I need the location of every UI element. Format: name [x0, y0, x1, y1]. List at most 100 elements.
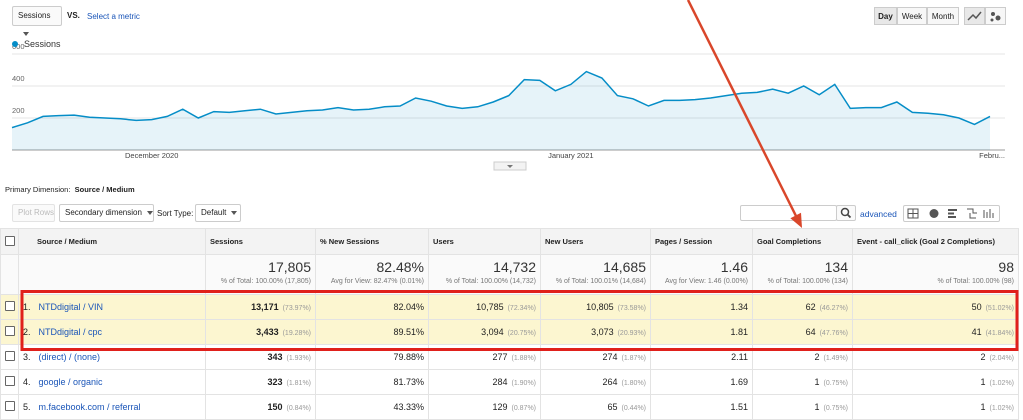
- totals-cell: [0, 254, 19, 295]
- metric-cell: 10,805 (73.58%): [540, 294, 651, 320]
- metric-value: 79.88%: [393, 352, 424, 362]
- dimension-value: Source / Medium: [74, 185, 135, 194]
- header-cell: New Users: [540, 228, 651, 255]
- search-button[interactable]: [836, 205, 856, 221]
- legend-label: Sessions: [24, 39, 61, 49]
- column-header[interactable]: Sessions: [210, 237, 243, 246]
- metric-percent: (73.58%): [617, 305, 646, 312]
- data-row: 2. NTDdigital / cpc 3,433 (19.28%) 89.51% 3,0…: [0, 319, 1019, 345]
- totals-cell: 82.48% Avg for View: 82.47% (0.01%): [315, 254, 429, 295]
- advanced-link[interactable]: advanced: [860, 209, 897, 219]
- x-tick-label: Febru...: [979, 151, 1005, 160]
- metric-cell: 3,073 (20.93%): [540, 319, 651, 345]
- checkbox[interactable]: [5, 235, 15, 246]
- source-cell: 3. (direct) / (none): [18, 344, 206, 370]
- row-index: 4.: [23, 377, 31, 387]
- metric-cell: 41 (41.84%): [852, 319, 1019, 345]
- header-cell: Sessions: [205, 228, 316, 255]
- plot-rows-button[interactable]: Plot Rows: [12, 204, 55, 222]
- sort-dropdown[interactable]: Default: [195, 204, 241, 222]
- handle-caret: [507, 165, 513, 168]
- data-row: 3. (direct) / (none) 343 (1.93%) 79.88% 277 (1…: [0, 344, 1019, 370]
- column-header[interactable]: Users: [433, 237, 454, 246]
- metric-cell: 1 (0.75%): [752, 369, 853, 395]
- column-header[interactable]: Goal Completions: [757, 237, 822, 246]
- source-link[interactable]: NTDdigital / cpc: [38, 327, 103, 337]
- column-header[interactable]: Event - call_click (Goal 2 Completions): [857, 237, 995, 246]
- y-tick-label: 400: [12, 74, 25, 83]
- row-checkbox[interactable]: [5, 376, 15, 386]
- metric-percent: (20.75%): [507, 330, 536, 337]
- metric-value: 343: [267, 352, 283, 362]
- metric-dropdown[interactable]: Sessions: [12, 6, 62, 36]
- total-value: 134: [824, 259, 848, 275]
- checkbox-cell: [0, 319, 19, 345]
- legend-marker: [12, 41, 18, 47]
- row-checkbox[interactable]: [5, 326, 15, 336]
- view-switcher[interactable]: [903, 205, 1000, 222]
- metric-cell: 62 (46.27%): [752, 294, 853, 320]
- column-header[interactable]: New Users: [545, 237, 584, 246]
- column-header[interactable]: Source / Medium: [37, 237, 98, 246]
- metric-percent: (0.75%): [823, 380, 848, 387]
- total-note: % of Total: 100.01% (14,684): [555, 278, 646, 285]
- metric-value: 2: [980, 352, 986, 362]
- y-tick-label: 600: [12, 42, 25, 51]
- metric-value: 1.51: [730, 402, 748, 412]
- metric-value: 3,073: [591, 327, 614, 337]
- month-button[interactable]: Month: [927, 7, 959, 25]
- motion-chart-button[interactable]: [985, 7, 1006, 25]
- metric-value: 323: [267, 377, 283, 387]
- metric-label: Sessions: [18, 11, 51, 20]
- column-header[interactable]: % New Sessions: [320, 237, 380, 246]
- header-row: Source / Medium Sessions % New Sessions Use…: [0, 228, 1019, 255]
- metric-value: 284: [492, 377, 508, 387]
- row-checkbox[interactable]: [5, 401, 15, 411]
- metric-percent: (1.02%): [989, 380, 1014, 387]
- source-link[interactable]: (direct) / (none): [38, 352, 101, 362]
- metric-percent: (73.97%): [282, 305, 311, 312]
- total-note: % of Total: 100.00% (134): [767, 278, 848, 285]
- metric-value: 41: [971, 327, 982, 337]
- total-note: % of Total: 100.00% (17,805): [220, 278, 311, 285]
- metric-cell: 13,171 (73.97%): [205, 294, 316, 320]
- sort-type-label: Sort Type:: [157, 209, 194, 218]
- header-cell: Source / Medium: [18, 228, 206, 255]
- day-button[interactable]: Day: [874, 7, 897, 25]
- row-checkbox[interactable]: [5, 351, 15, 361]
- vs-label: VS.: [67, 11, 80, 20]
- metric-percent: (51.02%): [985, 305, 1014, 312]
- metric-percent: (47.76%): [819, 330, 848, 337]
- source-link[interactable]: google / organic: [38, 377, 103, 387]
- row-index: 2.: [23, 327, 31, 337]
- metric-value: 274: [602, 352, 618, 362]
- total-value: 17,805: [268, 259, 311, 275]
- metric-value: 10,785: [476, 302, 504, 312]
- metric-value: 3,094: [481, 327, 504, 337]
- row-checkbox[interactable]: [5, 301, 15, 311]
- metric-cell: 1.34: [650, 294, 753, 320]
- metric-percent: (20.93%): [617, 330, 646, 337]
- totals-cell: 14,732 % of Total: 100.00% (14,732): [428, 254, 541, 295]
- totals-row: 17,805 % of Total: 100.00% (17,805) 82.48%…: [0, 254, 1019, 295]
- week-button[interactable]: Week: [897, 7, 927, 25]
- metric-percent: (0.44%): [621, 405, 646, 412]
- search-input[interactable]: [740, 205, 837, 221]
- source-cell: 2. NTDdigital / cpc: [18, 319, 206, 345]
- secondary-dimension-dropdown[interactable]: Secondary dimension: [59, 204, 154, 222]
- metric-cell: 343 (1.93%): [205, 344, 316, 370]
- metric-cell: 50 (51.02%): [852, 294, 1019, 320]
- line: [11, 70, 991, 129]
- x-tick-label: December 2020: [125, 151, 178, 160]
- metric-percent: (1.93%): [286, 355, 311, 362]
- metric-value: 50: [971, 302, 982, 312]
- source-link[interactable]: m.facebook.com / referral: [38, 402, 141, 412]
- data-table: Source / Medium Sessions % New Sessions Use…: [0, 228, 1019, 420]
- select-metric-link[interactable]: Select a metric: [87, 12, 140, 21]
- line-chart-button[interactable]: [964, 7, 985, 25]
- metric-value: 1: [814, 377, 820, 387]
- metric-percent: (46.27%): [819, 305, 848, 312]
- metric-percent: (0.84%): [286, 405, 311, 412]
- source-link[interactable]: NTDdigital / VIN: [38, 302, 104, 312]
- column-header[interactable]: Pages / Session: [655, 237, 713, 246]
